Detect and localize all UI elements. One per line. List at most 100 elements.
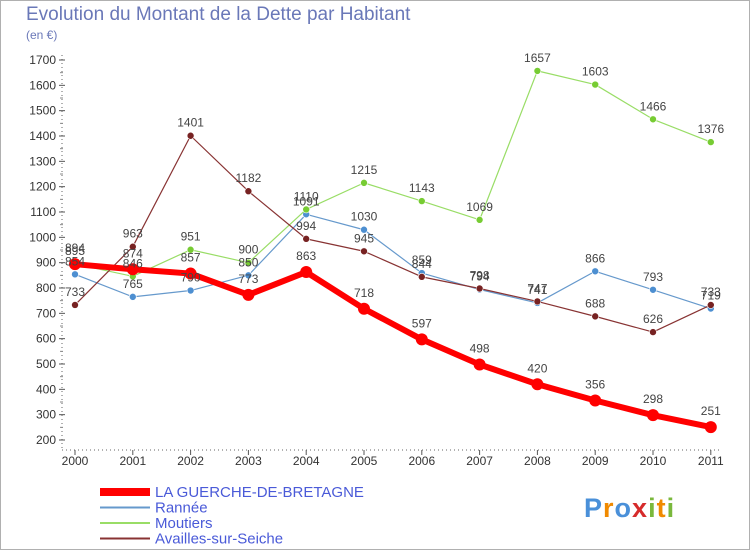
data-label: 733	[701, 285, 721, 299]
logo-letter: t	[656, 493, 667, 523]
data-label: 854	[65, 254, 85, 268]
chart-unit: (en €)	[26, 28, 58, 42]
data-point	[126, 263, 139, 276]
series-line	[74, 135, 712, 333]
proxiti-logo: Proxiti	[584, 493, 675, 524]
data-label: 994	[296, 219, 316, 233]
y-tick-label: 700	[36, 306, 56, 320]
x-tick-label: 2001	[119, 454, 146, 468]
y-tick-label: 900	[36, 256, 56, 270]
data-point	[533, 297, 542, 306]
data-label: 1143	[409, 181, 435, 195]
data-label: 1030	[351, 210, 378, 224]
legend-label: LA GUERCHE-DE-BRETAGNE	[155, 484, 364, 501]
logo-letter: P	[584, 493, 604, 523]
y-tick-label: 600	[36, 332, 56, 346]
data-label: 498	[470, 342, 490, 356]
data-label: 688	[585, 296, 605, 310]
data-point	[244, 271, 253, 280]
data-point	[360, 225, 368, 234]
series-1	[71, 210, 715, 313]
data-label: 251	[701, 404, 721, 418]
data-label: 894	[65, 241, 85, 255]
y-tick-label: 800	[36, 281, 56, 295]
data-label: 857	[181, 251, 201, 265]
data-label: 718	[354, 286, 374, 300]
data-point	[360, 247, 368, 256]
data-labels: 894 874 857 773 863 718 597 498 420 356 298 251 854 7…	[65, 51, 724, 418]
data-point	[300, 266, 313, 279]
x-tick-label: 2007	[466, 454, 493, 468]
data-label: 874	[123, 246, 143, 260]
chart-title: Evolution du Montant de la Dette par Hab…	[26, 4, 411, 25]
data-point	[591, 312, 600, 321]
data-point	[358, 302, 370, 315]
data-label: 900	[238, 243, 258, 257]
data-label: 1401	[177, 116, 204, 130]
y-tick-label: 200	[36, 433, 56, 447]
data-point	[591, 267, 600, 276]
data-label: 741	[527, 283, 547, 297]
logo-letter: r	[603, 493, 615, 523]
data-point	[415, 333, 428, 346]
data-point	[186, 286, 195, 295]
data-label: 1376	[697, 122, 724, 136]
series-layer	[69, 67, 717, 434]
data-point	[649, 285, 657, 294]
data-label: 794	[470, 270, 490, 284]
data-point	[71, 270, 79, 279]
data-label: 866	[585, 251, 605, 265]
data-label: 790	[181, 271, 201, 285]
data-point	[475, 284, 484, 293]
data-point	[129, 293, 137, 301]
y-tick-label: 500	[36, 357, 56, 371]
legend: LA GUERCHE-DE-BRETAGNERannéeMoutiersAvai…	[100, 484, 364, 548]
data-point	[242, 288, 255, 301]
series-line	[74, 70, 712, 277]
data-point	[186, 245, 195, 254]
x-tick-label: 2011	[698, 454, 724, 468]
data-label: 298	[643, 392, 663, 406]
logo-letter: o	[614, 493, 633, 523]
x-tick-label: 2004	[293, 454, 320, 468]
data-point	[69, 258, 81, 271]
data-point	[531, 378, 544, 391]
data-label: 1069	[466, 200, 493, 214]
x-tick-label: 2000	[62, 454, 89, 468]
data-point	[244, 258, 253, 267]
legend-label: Rannée	[155, 500, 208, 517]
data-label: 773	[238, 272, 258, 286]
legend-label: Availles-sur-Seiche	[155, 531, 283, 548]
series-0	[69, 258, 717, 434]
data-label: 420	[527, 361, 547, 375]
x-tick-label: 2008	[524, 454, 551, 468]
x-tick-label: 2009	[582, 454, 609, 468]
data-label: 1466	[640, 99, 667, 113]
data-label: 850	[238, 255, 258, 269]
data-point	[647, 409, 659, 422]
data-point	[302, 205, 311, 214]
y-tick-label: 1300	[29, 154, 56, 168]
data-label: 895	[65, 244, 85, 258]
data-label: 356	[585, 377, 605, 391]
data-point	[649, 115, 657, 124]
data-label: 747	[527, 281, 547, 295]
data-point	[475, 216, 484, 224]
x-tick-label: 2003	[235, 454, 262, 468]
data-label: 1091	[293, 194, 320, 208]
data-label: 793	[643, 270, 663, 284]
data-point	[71, 301, 79, 309]
data-label: 859	[412, 253, 432, 267]
y-tick-label: 1600	[29, 78, 56, 92]
legend-label: Moutiers	[155, 515, 213, 532]
y-tick-label: 1700	[29, 53, 56, 67]
data-point	[302, 235, 311, 243]
data-point	[186, 131, 195, 140]
data-label: 765	[123, 277, 143, 291]
x-tick-label: 2002	[177, 454, 204, 468]
x-tick-label: 2006	[408, 454, 435, 468]
data-point	[360, 179, 368, 187]
data-label: 963	[123, 227, 143, 241]
logo-letter: x	[632, 493, 649, 523]
